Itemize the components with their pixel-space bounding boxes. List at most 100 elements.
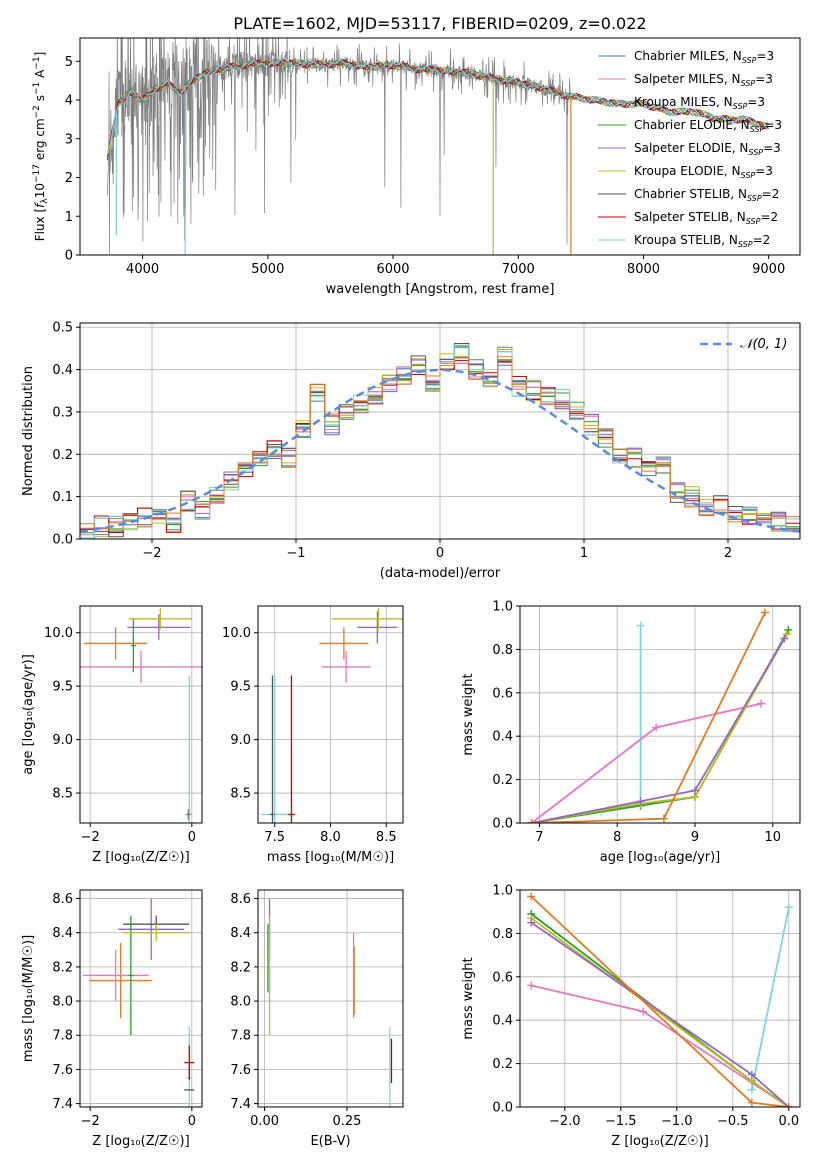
- x-axis-label: age [log₁₀(age/yr)]: [600, 850, 721, 865]
- y-tick-label: 0.0: [492, 1101, 513, 1116]
- panel-1: 4000 5000 6000 7000 8000 9000 0 1 2 3 4 5 wavelength…: [32, 37, 801, 297]
- x-tick-label: 9: [691, 830, 699, 845]
- data-point: [527, 892, 536, 901]
- x-tick-label: 6000: [376, 262, 409, 277]
- y-tick-label: 4: [65, 94, 73, 109]
- x-tick-label: 0: [188, 1114, 196, 1129]
- series-line-4: [530, 917, 790, 1107]
- y-tick-label: 9.5: [52, 680, 73, 695]
- x-axis-label: E(B-V): [310, 1134, 350, 1149]
- x-axis-label: wavelength [Angstrom, rest frame]: [326, 282, 555, 297]
- x-tick-label: 8000: [627, 262, 660, 277]
- x-tick-label: 8: [613, 830, 621, 845]
- axes-frame: [519, 605, 801, 824]
- x-tick-label: 5000: [251, 262, 284, 277]
- data-point: [636, 621, 645, 630]
- x-tick-label: −2: [81, 830, 100, 845]
- data-point: [659, 814, 668, 823]
- y-tick-label: 0.1: [52, 490, 73, 505]
- y-tick-label: 0.0: [492, 817, 513, 832]
- plot-area: [520, 606, 800, 823]
- y-axis-label: Flux [fλ10−17 erg cm−2 s−1 A−1]: [32, 52, 50, 242]
- y-tick-label: 0.2: [492, 773, 513, 788]
- y-tick-label: 7.4: [230, 1097, 251, 1112]
- x-tick-label: 8.5: [376, 830, 397, 845]
- series-line-1: [750, 907, 790, 1090]
- model-line-9: [107, 59, 769, 155]
- x-tick-label: 8.0: [320, 830, 341, 845]
- data-point: [639, 1007, 648, 1016]
- data-point: [747, 1070, 756, 1079]
- y-tick-label: 0.8: [492, 927, 513, 942]
- x-tick-label: 2: [724, 546, 732, 561]
- y-tick-label: 0.0: [52, 533, 73, 548]
- axes-frame: [519, 889, 801, 1108]
- plot-area: [107, 38, 770, 255]
- y-tick-label: 0.5: [52, 321, 73, 336]
- x-tick-label: −1: [286, 546, 305, 561]
- panel-8: −2.0 −1.5 −1.0 −0.5 0.0 0.0 0.2 0.4 0.6 0.8 1.0 Z […: [461, 884, 801, 1149]
- series-line-6: [531, 612, 766, 823]
- legend-label: Salpeter ELODIE, NSSP=3: [634, 141, 781, 157]
- legend-label: Kroupa ELODIE, NSSP=3: [634, 164, 773, 180]
- data-point: [527, 918, 536, 927]
- legend-label: Salpeter STELIB, NSSP=2: [634, 210, 778, 226]
- x-tick-label: 1: [580, 546, 588, 561]
- y-tick-label: 7.6: [230, 1063, 251, 1078]
- data-point: [527, 981, 536, 990]
- series-line-5: [531, 638, 786, 823]
- x-tick-label: −2.0: [549, 1114, 581, 1129]
- legend-label: Kroupa STELIB, NSSP=2: [634, 233, 770, 249]
- y-tick-label: 9.0: [230, 733, 251, 748]
- y-tick-label: 7.6: [52, 1063, 73, 1078]
- data-point: [652, 723, 661, 732]
- y-tick-label: 8.2: [52, 960, 73, 975]
- data-point: [527, 819, 536, 823]
- y-tick-label: 1.0: [492, 884, 513, 899]
- y-tick-label: 9.5: [230, 680, 251, 695]
- legend-label: Chabrier MILES, NSSP=3: [634, 49, 774, 65]
- panel-3: −2 0 8.5 9.0 9.5 10.0 Z [log₁₀(Z/Z☉)] age [log₁…: [21, 605, 203, 865]
- y-tick-label: 8.2: [230, 960, 251, 975]
- y-tick-label: 0.2: [52, 448, 73, 463]
- x-tick-label: 0: [188, 830, 196, 845]
- x-axis-label: (data-model)/error: [380, 566, 501, 581]
- figure-title: PLATE=1602, MJD=53117, FIBERID=0209, z=0…: [233, 14, 646, 33]
- legend-label: Chabrier STELIB, NSSP=2: [634, 187, 779, 203]
- y-tick-label: 0.2: [492, 1057, 513, 1072]
- y-tick-label: 5: [65, 55, 73, 70]
- legend-label: Salpeter MILES, NSSP=3: [634, 72, 773, 88]
- axes-frame: [79, 37, 801, 256]
- y-tick-label: 0.4: [52, 363, 73, 378]
- data-point: [757, 699, 766, 708]
- y-tick-label: 8.5: [230, 787, 251, 802]
- data-point: [784, 1103, 793, 1107]
- data-point: [784, 625, 793, 634]
- y-tick-label: 8.4: [230, 926, 251, 941]
- y-tick-label: 9.0: [52, 733, 73, 748]
- data-point: [761, 608, 769, 617]
- x-axis-label: Z [log₁₀(Z/Z☉)]: [92, 1134, 189, 1149]
- x-tick-label: 0.00: [250, 1114, 279, 1129]
- x-tick-label: 4000: [126, 262, 159, 277]
- y-tick-label: 7.8: [230, 1029, 251, 1044]
- x-axis-label: mass [log₁₀(M/M☉)]: [267, 850, 394, 865]
- data-point: [782, 630, 791, 639]
- y-tick-label: 8.5: [52, 787, 73, 802]
- x-tick-label: 9000: [752, 262, 785, 277]
- axes-frame: [257, 889, 404, 1108]
- y-tick-label: 2: [65, 171, 73, 186]
- legend-label: 𝒩(0, 1): [740, 337, 787, 352]
- data-point: [784, 903, 793, 912]
- x-tick-label: 7000: [502, 262, 535, 277]
- x-tick-label: −1.5: [605, 1114, 637, 1129]
- legend-label: Chabrier ELODIE, NSSP=3: [634, 118, 782, 134]
- y-tick-label: 0.6: [492, 686, 513, 701]
- y-tick-label: 0.3: [52, 405, 73, 420]
- y-axis-label: mass weight: [461, 957, 476, 1039]
- x-tick-label: 7: [535, 830, 543, 845]
- y-tick-label: 10.0: [222, 626, 251, 641]
- legend-label: Kroupa MILES, NSSP=3: [634, 95, 765, 111]
